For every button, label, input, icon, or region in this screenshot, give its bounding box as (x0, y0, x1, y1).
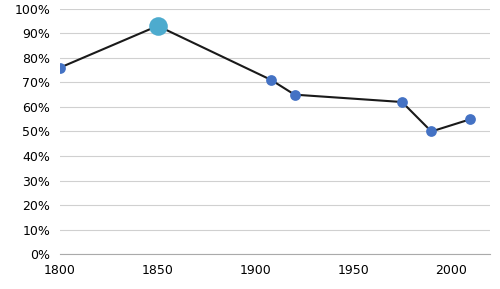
Point (466, 117, 474, 121)
Point (398, 100, 406, 104)
Point (267, 78, 275, 82)
Point (56, 65, 64, 70)
Point (154, 23, 162, 28)
Point (290, 92, 298, 97)
Point (428, 129, 436, 134)
